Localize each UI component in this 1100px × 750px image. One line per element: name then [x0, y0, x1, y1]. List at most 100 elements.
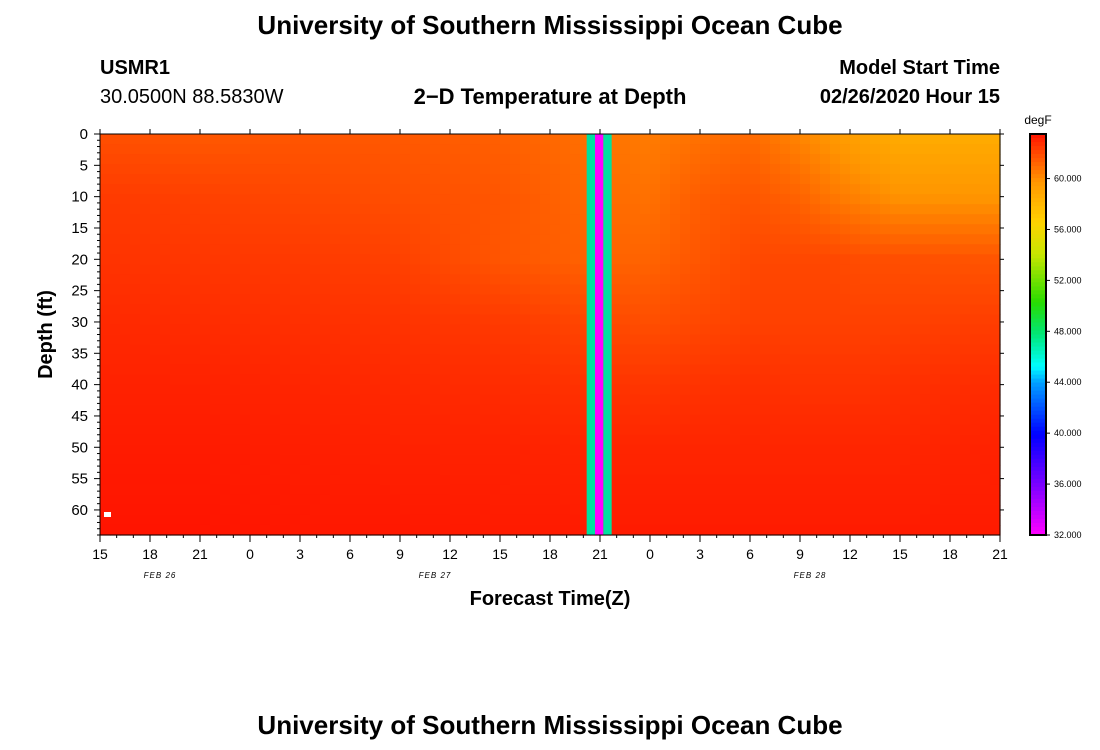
heatmap-cell — [260, 404, 271, 416]
heatmap-cell — [730, 484, 741, 496]
heatmap-cell — [660, 294, 671, 306]
heatmap-cell — [580, 414, 591, 426]
heatmap-cell — [230, 164, 241, 175]
heatmap-cell — [480, 334, 491, 346]
heatmap-cell — [500, 204, 511, 215]
heatmap-cell — [440, 494, 451, 506]
y-tick-label: 25 — [71, 283, 88, 300]
heatmap-cell — [770, 144, 781, 155]
heatmap-cell — [850, 334, 861, 346]
heatmap-cell — [980, 234, 991, 245]
heatmap-cell — [660, 404, 671, 416]
heatmap-cell — [410, 324, 421, 336]
heatmap-cell — [820, 324, 831, 336]
heatmap-cell — [660, 194, 671, 205]
heatmap-cell — [780, 384, 791, 396]
heatmap-cell — [740, 274, 751, 285]
heatmap-cell — [800, 504, 811, 516]
heatmap-cell — [930, 344, 941, 356]
heatmap-cell — [380, 494, 391, 506]
heatmap-cell — [120, 404, 131, 416]
heatmap-cell — [100, 304, 111, 316]
heatmap-cell — [290, 484, 301, 496]
heatmap-cell — [410, 364, 421, 376]
heatmap-cell — [670, 474, 681, 486]
heatmap-cell — [470, 504, 481, 516]
heatmap-cell — [800, 264, 811, 275]
heatmap-cell — [440, 294, 451, 306]
heatmap-cell — [720, 364, 731, 376]
heatmap-cell — [790, 304, 801, 316]
heatmap-cell — [160, 454, 171, 466]
heatmap-cell — [770, 174, 781, 185]
heatmap-cell — [910, 364, 921, 376]
heatmap-cell — [330, 514, 341, 526]
heatmap-cell — [560, 464, 571, 476]
heatmap-cell — [320, 404, 331, 416]
heatmap-cell — [780, 264, 791, 275]
heatmap-cell — [120, 144, 131, 155]
heatmap-cell — [390, 154, 401, 165]
heatmap-cell — [240, 464, 251, 476]
heatmap-cell — [140, 514, 151, 526]
heatmap-cell — [870, 394, 881, 406]
colorbar-segment — [1030, 158, 1046, 163]
heatmap-cell — [180, 314, 191, 326]
heatmap-cell — [670, 294, 681, 306]
heatmap-cell — [330, 264, 341, 275]
heatmap-cell — [920, 204, 931, 215]
colorbar-segment — [1030, 458, 1046, 464]
heatmap-cell — [620, 204, 631, 215]
heatmap-cell — [680, 184, 691, 195]
heatmap-cell — [680, 174, 691, 185]
heatmap-cell — [460, 344, 471, 356]
heatmap-cell — [280, 184, 291, 195]
heatmap-cell — [970, 484, 981, 496]
heatmap-cell — [620, 394, 631, 406]
heatmap-cell — [390, 164, 401, 175]
heatmap-cell — [750, 524, 761, 536]
heatmap-cell — [330, 484, 341, 496]
heatmap-cell — [340, 154, 351, 165]
heatmap-cell — [580, 394, 591, 406]
heatmap-cell — [230, 384, 241, 396]
heatmap-cell — [350, 334, 361, 346]
heatmap-cell — [950, 204, 961, 215]
heatmap-cell — [880, 394, 891, 406]
missing-data-stripe — [595, 134, 604, 535]
heatmap-cell — [180, 404, 191, 416]
heatmap-cell — [760, 164, 771, 175]
heatmap-cell — [230, 224, 241, 235]
heatmap-cell — [880, 294, 891, 306]
heatmap-cell — [800, 184, 811, 195]
colorbar-segment — [1030, 442, 1046, 448]
heatmap-cell — [680, 234, 691, 245]
heatmap-cell — [660, 474, 671, 486]
heatmap-cell — [810, 384, 821, 396]
heatmap-cell — [570, 234, 581, 245]
heatmap-cell — [130, 154, 141, 165]
heatmap-cell — [130, 424, 141, 436]
heatmap-cell — [950, 484, 961, 496]
heatmap-cell — [100, 264, 111, 275]
heatmap-cell — [670, 384, 681, 396]
heatmap-cell — [730, 374, 741, 386]
heatmap-cell — [990, 214, 1001, 225]
heatmap-cell — [240, 304, 251, 316]
heatmap-cell — [460, 434, 471, 446]
heatmap-cell — [620, 384, 631, 396]
heatmap-cell — [190, 354, 201, 366]
heatmap-cell — [560, 404, 571, 416]
heatmap-cell — [210, 244, 221, 255]
colorbar-segment — [1030, 478, 1046, 484]
heatmap-cell — [270, 244, 281, 255]
heatmap-cell — [520, 294, 531, 306]
heatmap-cell — [270, 264, 281, 275]
heatmap-cell — [910, 384, 921, 396]
heatmap-cell — [380, 234, 391, 245]
heatmap-cell — [840, 184, 851, 195]
colorbar-segment — [1030, 474, 1046, 480]
heatmap-cell — [660, 334, 671, 346]
heatmap-cell — [740, 404, 751, 416]
heatmap-cell — [860, 524, 871, 536]
